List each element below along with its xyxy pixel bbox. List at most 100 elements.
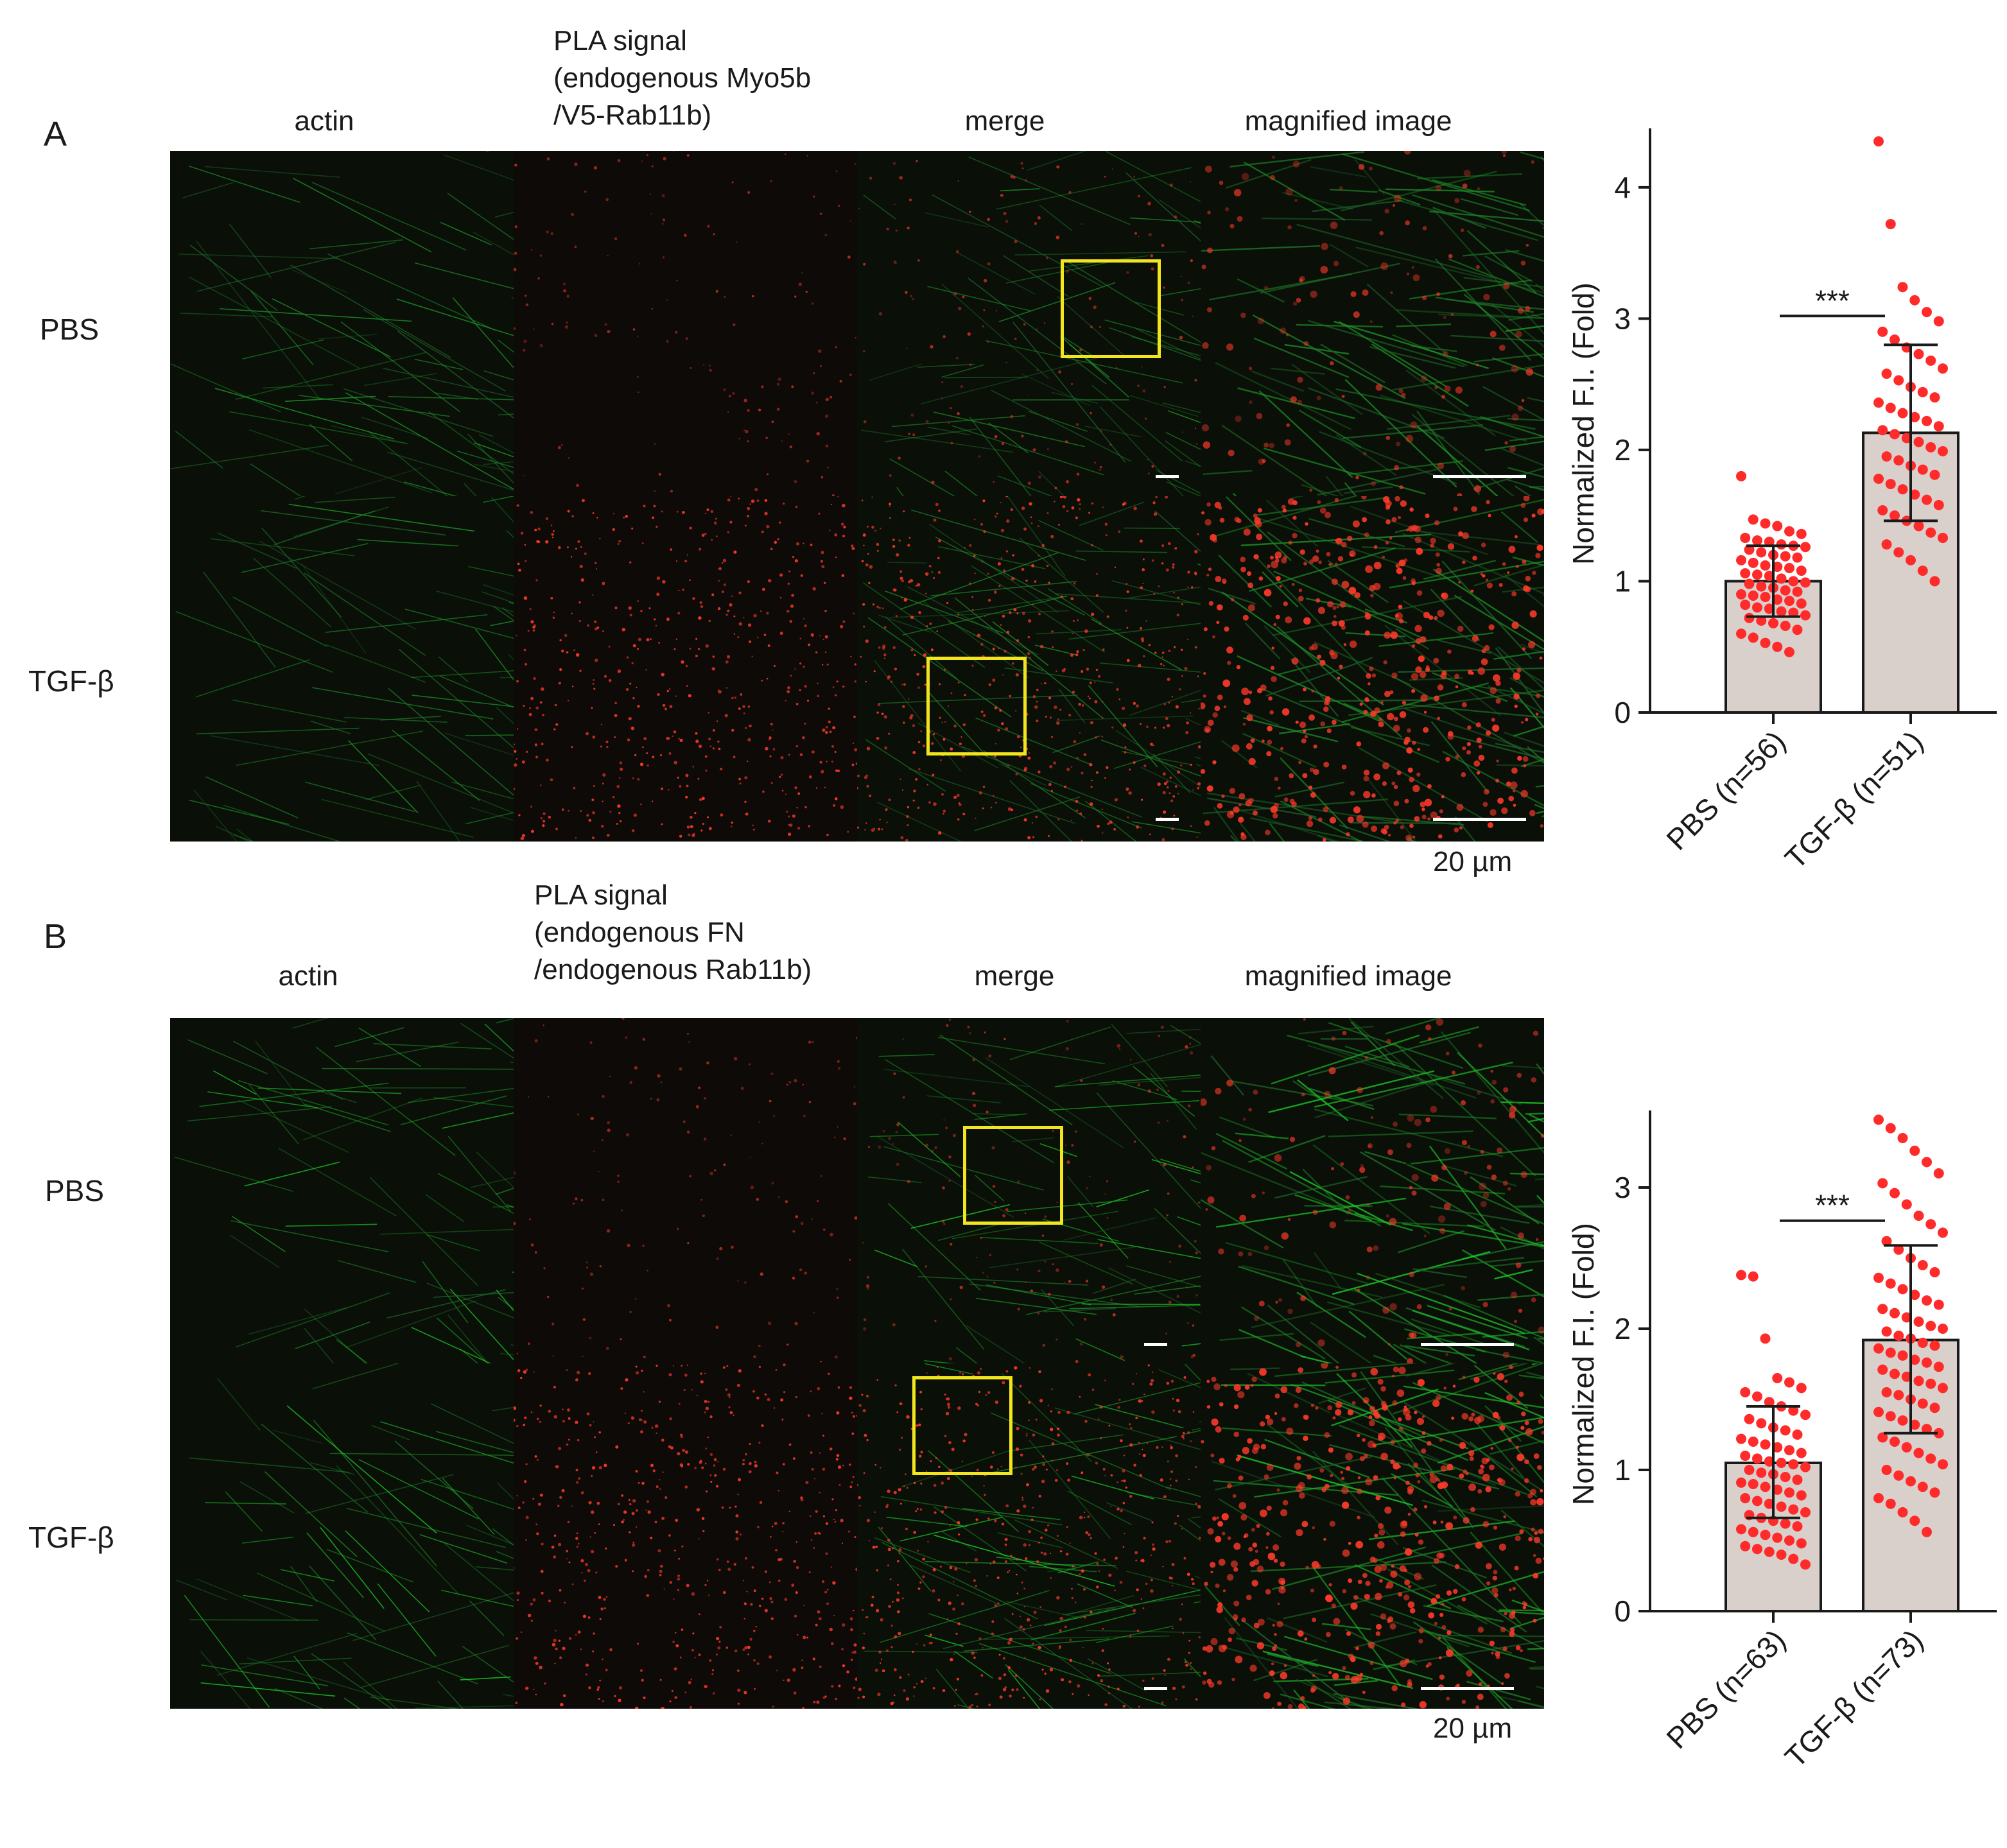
- panel-a-chart-data-point: [1877, 425, 1888, 436]
- panel-a-scalebar-merge-tgf: [1156, 818, 1179, 821]
- panel-b-chart-data-point: [1873, 1493, 1884, 1503]
- panel-b-chart-data-point: [1890, 1437, 1900, 1447]
- panel-b-chart-data-point: [1873, 1272, 1884, 1283]
- panel-a-chart-data-point: [1752, 569, 1762, 580]
- panel-b-bar-chart: 0 1 2 3 Normalized F.I. (Fold) PBS (n=63)TGF-…: [1567, 1110, 1997, 1774]
- panel-a-header-pla-line1: PLA signal: [553, 25, 687, 56]
- panel-b-chart-data-point: [1901, 1371, 1912, 1382]
- panel-a-chart-data-point: [1780, 551, 1791, 562]
- micrograph-texture: [514, 1363, 857, 1709]
- micrograph-texture: [514, 151, 857, 496]
- panel-b-chart-data-point: [1800, 1507, 1811, 1517]
- panel-b-chart-data-point: [1740, 1451, 1751, 1461]
- panel-b-chart-data-point: [1929, 1267, 1940, 1277]
- panel-a-scalebar-magnified-tgf: [1433, 818, 1526, 821]
- panel-b-chart-data-point: [1893, 1390, 1904, 1401]
- panel-a-chart-data-point: [1800, 577, 1811, 588]
- panel-a-header-pla-line2: (endogenous Myo5b: [553, 62, 812, 94]
- panel-a-chart-data-point: [1917, 386, 1928, 397]
- panel-b-chart-data-point: [1772, 1442, 1783, 1453]
- panel-b-chart-data-point: [1909, 1145, 1920, 1156]
- panel-b-chart-data-point: [1922, 1295, 1932, 1306]
- panel-a-chart-data-point: [1792, 552, 1803, 563]
- panel-b-chart-data-point: [1893, 1244, 1904, 1255]
- panel-a-chart-data-point: [1756, 615, 1767, 626]
- panel-b-chart-data-point: [1929, 1340, 1940, 1351]
- panel-a-chart-data-point: [1917, 566, 1928, 576]
- panel-b-chart-data-point: [1744, 1413, 1755, 1424]
- panel-a-chart-data-point: [1788, 576, 1799, 587]
- panel-a-chart-data-point: [1772, 521, 1783, 531]
- panel-a-chart-data-point: [1796, 528, 1807, 539]
- panel-a-tgf-actin-image: [170, 496, 514, 842]
- panel-a-pbs-actin-image: [170, 151, 514, 496]
- panel-a-chart-y-tick-label: 3: [1614, 302, 1631, 335]
- panel-a-chart-data-point: [1913, 521, 1924, 531]
- panel-b-chart-data-point: [1873, 1114, 1884, 1125]
- panel-b-chart-data-point: [1929, 1487, 1940, 1498]
- panel-b-chart-data-point: [1796, 1447, 1807, 1458]
- panel-b-tgf-merge-image: [857, 1363, 1201, 1709]
- panel-b-chart-data-point: [1752, 1453, 1762, 1464]
- panel-a-chart-data-point: [1748, 514, 1759, 525]
- panel-a-tgf-zoom-box: [926, 657, 1027, 756]
- panel-a-chart-data-point: [1890, 510, 1900, 521]
- panel-a-chart-data-point: [1909, 295, 1920, 306]
- panel-a-chart-data-point: [1764, 571, 1775, 582]
- panel-b-chart-data-point: [1933, 1168, 1944, 1179]
- panel-b-tgf-pla-image: [514, 1363, 857, 1709]
- panel-a-tgf-pla-image: [514, 496, 857, 842]
- panel-b-chart-data-point: [1784, 1377, 1794, 1388]
- panel-b-chart-data-point: [1796, 1490, 1807, 1501]
- panel-b-chart-data-point: [1877, 1364, 1888, 1375]
- panel-a-chart-data-point: [1792, 625, 1803, 635]
- panel-a-chart-data-point: [1873, 136, 1884, 147]
- panel-b-chart-data-point: [1917, 1481, 1928, 1492]
- panel-b-chart-data-point: [1933, 1428, 1944, 1438]
- panel-b-chart-data-point: [1792, 1474, 1803, 1485]
- panel-b-header-actin: actin: [278, 960, 338, 992]
- panel-b-header-pla: PLA signal (endogenous FN /endogenous Ra…: [534, 877, 812, 989]
- panel-b-chart-data-point: [1933, 1361, 1944, 1372]
- panel-b-chart-data-point: [1788, 1459, 1799, 1470]
- panel-b-chart-data-point: [1901, 1442, 1912, 1453]
- panel-b-chart-data-point: [1897, 1507, 1908, 1517]
- panel-b-pbs-zoom-box: [963, 1126, 1063, 1225]
- panel-a-chart-y-axis-label: Normalized F.I. (Fold): [1567, 282, 1600, 565]
- micrograph-texture: [170, 151, 514, 496]
- panel-a-chart-data-point: [1784, 646, 1794, 657]
- panel-a-scalebar-magnified-pbs: [1433, 475, 1526, 478]
- panel-b-chart-y-tick-label: 3: [1614, 1171, 1631, 1204]
- panel-a-bar-chart: 0 1 2 3 4 Normalized F.I. (Fold) PBS (n=56)TGF…: [1567, 128, 1997, 876]
- panel-b-chart-category-label-1: TGF-β (n=73): [1778, 1623, 1929, 1774]
- panel-a-chart-data-point: [1913, 436, 1924, 447]
- panel-b-chart-data-point: [1913, 1211, 1924, 1221]
- panel-a-chart-data-point: [1881, 451, 1892, 462]
- panel-b-chart-data-point: [1885, 1498, 1896, 1509]
- panel-a-chart-data-point: [1897, 408, 1908, 419]
- panel-b-chart-data-point: [1780, 1518, 1791, 1529]
- panel-a-tgf-merge-image: [857, 496, 1201, 842]
- panel-b-chart-data-point: [1885, 1123, 1896, 1134]
- panel-b-chart-data-point: [1877, 1432, 1888, 1443]
- panel-b-chart-data-point: [1784, 1535, 1794, 1546]
- panel-b-chart-data-point: [1788, 1553, 1799, 1564]
- panel-a-chart-data-point: [1736, 471, 1746, 481]
- panel-a-chart-data-point: [1881, 368, 1892, 379]
- panel-a-chart-data-point: [1772, 594, 1783, 605]
- panel-b-chart-data-point: [1752, 1544, 1762, 1555]
- panel-a-chart-data-point: [1901, 433, 1912, 444]
- micrograph-texture: [170, 496, 514, 842]
- panel-a-chart-data-point: [1740, 568, 1751, 579]
- panel-b-chart-data-point: [1922, 1157, 1932, 1168]
- panel-a-chart-data-point: [1756, 581, 1767, 592]
- panel-a-chart-data-point: [1744, 544, 1755, 555]
- panel-a-letter: A: [44, 115, 67, 153]
- panel-b-chart-significance-label: ***: [1815, 1189, 1850, 1222]
- panel-a-chart-data-point: [1796, 566, 1807, 576]
- panel-b-chart-data-point: [1748, 1437, 1759, 1447]
- panel-b-chart-data-point: [1776, 1458, 1787, 1468]
- panel-b-chart-data-point: [1897, 1350, 1908, 1361]
- panel-b-chart-data-point: [1906, 1476, 1916, 1487]
- panel-b-scalebar-magnified-pbs: [1421, 1343, 1514, 1346]
